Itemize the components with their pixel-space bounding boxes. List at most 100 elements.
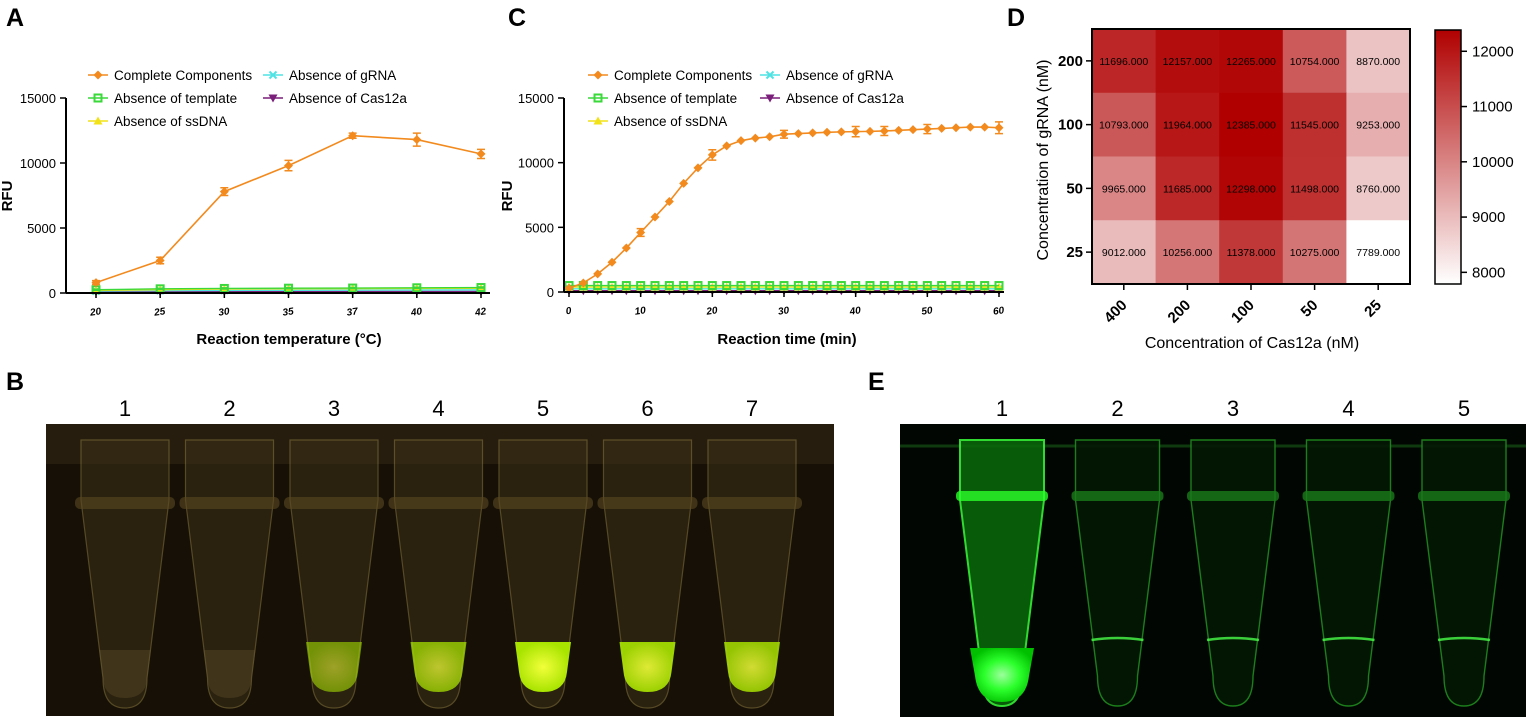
heatmap-cell	[1346, 92, 1411, 157]
data-point	[980, 122, 990, 132]
photo-b-tube-5	[493, 439, 593, 709]
data-point	[980, 281, 990, 291]
legend-label: Absence of ssDNA	[114, 114, 227, 129]
photo-e-tube-4	[1302, 439, 1395, 707]
photo-e-tube-5	[1418, 439, 1510, 707]
x-tick-label: 60	[992, 305, 1005, 318]
data-point	[879, 126, 889, 136]
chartC-series-complete-components	[564, 121, 1004, 293]
data-point	[219, 283, 229, 293]
data-point	[636, 281, 646, 291]
heatmap-x-tick-label: 400	[1101, 297, 1131, 327]
chart-a: 0 5000 10000 15000 20 25 30 35 37 40 42 RFU React…	[0, 68, 490, 348]
heatmap-cell	[1282, 156, 1347, 221]
legend-marker	[93, 116, 103, 125]
legend-marker	[765, 94, 775, 103]
tube-rim	[1418, 491, 1510, 501]
colorbar-tick-label: 10000	[1472, 154, 1514, 171]
chartC-line-complete-components	[568, 126, 1000, 289]
legend-marker	[593, 93, 603, 103]
data-point	[693, 281, 703, 291]
legend-item-absence-of-grna: Absence of gRNA	[263, 68, 396, 83]
fluorescent-liquid	[515, 642, 571, 692]
legend-item-absence-of-template: Absence of template	[588, 91, 737, 106]
legend-item-absence-of-ssdna: Absence of ssDNA	[588, 114, 727, 129]
tube-rim	[75, 497, 175, 509]
x-tick-label: 25	[153, 306, 167, 319]
data-point	[865, 281, 875, 291]
x-tick-label: 20	[88, 306, 102, 319]
data-point	[348, 283, 358, 293]
data-point	[593, 269, 603, 279]
data-point	[937, 281, 947, 291]
data-point	[621, 281, 631, 291]
chart-c: 0 5000 10000 15000 0 10 20 30 40 50 60 RFU Reacti…	[499, 68, 1005, 348]
heatmap-cell-label: 10275.000	[1290, 247, 1340, 259]
data-point	[621, 243, 631, 253]
photo-b-tube-1	[75, 439, 175, 709]
y-tick-label: 0	[547, 285, 554, 300]
heatmap-cell	[1282, 92, 1347, 157]
data-point	[951, 281, 961, 291]
heatmap-cell	[1155, 92, 1220, 157]
data-point	[922, 281, 932, 291]
data-point	[679, 281, 689, 291]
x-tick-label: 20	[705, 305, 719, 318]
data-point	[578, 278, 588, 288]
photo-b-lane-label: 2	[223, 396, 235, 421]
data-point	[736, 136, 746, 146]
x-tick-label: 37	[346, 306, 359, 319]
heatmap-cell-label: 9965.000	[1102, 183, 1146, 195]
photo-e-tube-1	[956, 439, 1048, 708]
y-tick-label: 5000	[525, 220, 554, 235]
heatmap-x-tick-label: 25	[1361, 297, 1385, 321]
colorbar-tick-label: 12000	[1472, 43, 1514, 60]
x-tick-label: 40	[848, 305, 862, 318]
data-point	[91, 278, 101, 288]
legend-label: Absence of template	[114, 91, 237, 106]
data-point	[284, 283, 293, 293]
data-point	[476, 149, 486, 159]
y-tick-label: 10000	[518, 156, 554, 171]
data-point	[765, 132, 775, 142]
panel-label-e: E	[868, 368, 885, 396]
data-point	[836, 281, 846, 291]
colorbar	[1434, 29, 1462, 285]
tube-rim	[1187, 491, 1279, 501]
heatmap-cell	[1219, 92, 1284, 157]
heatmap-cell-label: 11498.000	[1290, 183, 1339, 195]
data-point	[937, 123, 947, 133]
photo-b-lane-label: 5	[537, 396, 549, 421]
heatmap-cell	[1282, 220, 1347, 285]
data-point	[476, 283, 486, 293]
data-point	[865, 126, 875, 136]
fluorescent-liquid	[410, 642, 467, 692]
heatmap-cell	[1219, 220, 1284, 285]
x-tick-label: 35	[282, 306, 295, 319]
data-point	[722, 281, 732, 291]
fluorescent-liquid	[970, 648, 1034, 702]
heatmap-cell	[1219, 29, 1284, 94]
data-point	[607, 281, 617, 291]
photo-b-lane-label: 6	[641, 396, 653, 421]
data-point	[965, 281, 975, 291]
data-point	[994, 123, 1004, 133]
data-point	[779, 129, 789, 139]
legend-label: Absence of Cas12a	[786, 91, 904, 106]
chart-a-legend: Complete Components Absence of template Ab…	[88, 68, 407, 129]
legend-label: Absence of template	[614, 91, 737, 106]
data-point	[879, 281, 889, 291]
data-point	[679, 178, 689, 188]
heatmap-cell	[1155, 156, 1220, 221]
photo-e-lane-label: 1	[996, 396, 1008, 421]
data-point	[412, 135, 422, 145]
data-point	[593, 281, 603, 291]
panel-label-d: D	[1007, 4, 1025, 32]
heatmap-cell-label: 12157.000	[1163, 56, 1213, 68]
x-tick-label: 30	[218, 306, 231, 319]
heatmap-cell-label: 11696.000	[1099, 56, 1148, 68]
chart-a-y-title: RFU	[0, 181, 16, 212]
legend-item-complete-components: Complete Components	[88, 68, 252, 83]
heatmap-cell-label: 9012.000	[1102, 247, 1146, 259]
photo-b-lane-label: 1	[119, 396, 131, 421]
